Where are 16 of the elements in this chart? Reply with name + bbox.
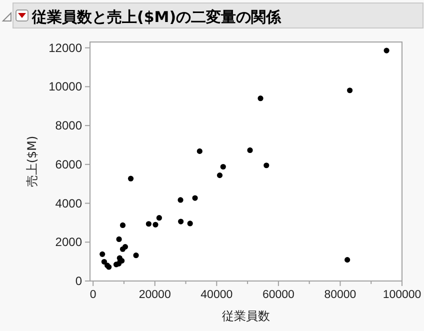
- chart-title: 従業員数と売上($M)の二変量の関係: [31, 8, 282, 26]
- x-tick-label: 0: [90, 289, 96, 301]
- x-tick-label: 20000: [138, 289, 171, 301]
- y-tick-label: 10000: [48, 80, 82, 94]
- y-tick-label: 0: [75, 274, 82, 288]
- y-tick-label: 6000: [55, 157, 82, 172]
- y-tick-label: 8000: [55, 118, 82, 133]
- x-tick-label: 80000: [324, 289, 356, 301]
- x-tick-label: 100000: [382, 289, 422, 301]
- x-tick-label: 40000: [200, 289, 233, 301]
- x-tick-label: 60000: [262, 289, 294, 301]
- y-axis-title: 売上($M): [25, 136, 39, 188]
- y-tick-label: 2000: [55, 235, 82, 250]
- y-tick-label: 4000: [55, 196, 82, 210]
- y-tick-label: 12000: [48, 40, 82, 55]
- x-axis-title: 従業員数: [222, 309, 270, 323]
